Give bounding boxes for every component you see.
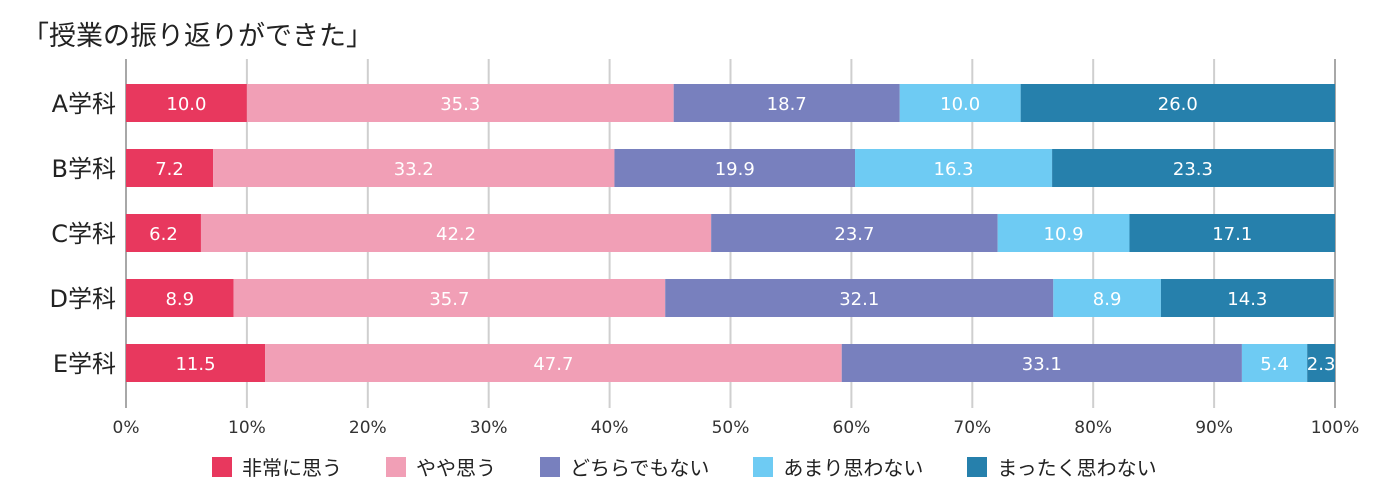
bar-segment <box>126 279 234 317</box>
data-label: 17.1 <box>1212 224 1252 245</box>
bar-segment <box>1052 149 1334 187</box>
data-label: 33.2 <box>394 159 434 180</box>
data-label: 47.7 <box>533 354 573 375</box>
bar-segment <box>997 214 1130 252</box>
category-label: A学科 <box>52 90 116 118</box>
data-label: 6.2 <box>149 224 178 245</box>
bar-segment <box>614 149 856 187</box>
legend-swatch <box>753 456 774 477</box>
bar-segment <box>711 214 998 252</box>
bar-segment <box>213 149 615 187</box>
x-tick-label: 80% <box>1074 418 1112 438</box>
legend-item: 非常に思う <box>212 452 342 481</box>
bar-segment <box>233 279 666 317</box>
bar-segment <box>1160 279 1334 317</box>
bar-segment <box>265 344 842 382</box>
bar-segment <box>126 149 214 187</box>
legend-label: どちらでもない <box>570 456 710 480</box>
bar-segment <box>1307 344 1335 382</box>
data-label: 32.1 <box>839 289 879 310</box>
data-label: 5.4 <box>1260 354 1289 375</box>
bar-segment <box>126 214 201 252</box>
bar-segment <box>200 214 712 252</box>
data-label: 23.7 <box>834 224 874 245</box>
data-label: 33.1 <box>1022 354 1062 375</box>
x-tick-label: 50% <box>712 418 750 438</box>
bar-segment <box>665 279 1054 317</box>
data-label: 14.3 <box>1227 289 1267 310</box>
category-labels: A学科 B学科 C学科 D学科 E学科 <box>50 90 116 378</box>
data-label: 42.2 <box>436 224 476 245</box>
data-label: 16.3 <box>934 159 974 180</box>
data-label: 2.3 <box>1307 354 1336 375</box>
bar-segment <box>1053 279 1161 317</box>
bar-segment <box>1020 84 1335 122</box>
bar-segment <box>899 84 1021 122</box>
x-tick-label: 100% <box>1311 418 1360 438</box>
data-label: 35.7 <box>429 289 469 310</box>
data-label: 18.7 <box>767 94 807 115</box>
x-tick-labels: 0% 10% 20% 30% 40% 50% 60% 70% 80% 90% 100% <box>113 418 1360 438</box>
data-label: 10.9 <box>1044 224 1084 245</box>
legend-item: まったく思わない <box>967 452 1157 481</box>
legend-item: やや思う <box>386 452 496 481</box>
legend-item: どちらでもない <box>540 452 709 481</box>
bar-segment <box>841 344 1242 382</box>
legend-swatch <box>212 456 232 477</box>
bar-segment <box>126 84 247 122</box>
data-label: 10.0 <box>166 94 206 115</box>
legend-swatch <box>540 456 560 477</box>
bars: 10.0 35.3 18.7 10.0 26.0 7.2 33.2 19.9 16.3 23.3 6… <box>126 84 1335 382</box>
legend: 非常に思う やや思う どちらでもない あまり思わない まったく思わない <box>212 452 1201 481</box>
bar-segment <box>855 149 1053 187</box>
legend-swatch <box>967 456 988 477</box>
bar-segment <box>246 84 674 122</box>
data-label: 11.5 <box>175 354 215 375</box>
x-tick-label: 20% <box>349 418 387 438</box>
x-tick-label: 10% <box>228 418 266 438</box>
bar-segment <box>1129 214 1335 252</box>
data-label: 10.0 <box>940 94 980 115</box>
bar-segment <box>673 84 900 122</box>
data-label: 19.9 <box>715 159 755 180</box>
legend-label: 非常に思う <box>242 456 342 480</box>
chart-title: 「授業の振り返りができた」 <box>22 21 373 52</box>
x-tick-label: 70% <box>953 418 991 438</box>
legend-label: まったく思わない <box>997 456 1157 480</box>
bar-segment <box>126 344 266 382</box>
category-label: E学科 <box>53 350 116 378</box>
x-tick-label: 30% <box>470 418 508 438</box>
legend-item: あまり思わない <box>753 452 923 481</box>
category-label: B学科 <box>52 155 116 183</box>
category-label: D学科 <box>50 285 116 313</box>
legend-label: やや思う <box>416 456 496 480</box>
data-label: 8.9 <box>165 289 194 310</box>
legend-label: あまり思わない <box>783 456 924 480</box>
x-tick-label: 90% <box>1195 418 1233 438</box>
category-label: C学科 <box>51 220 116 248</box>
x-tick-label: 60% <box>833 418 871 438</box>
bar-segment <box>1241 344 1308 382</box>
data-label: 26.0 <box>1158 94 1198 115</box>
data-label: 35.3 <box>440 94 480 115</box>
legend-swatch <box>386 456 406 477</box>
data-label: 7.2 <box>155 159 184 180</box>
x-tick-label: 40% <box>591 418 629 438</box>
data-label: 8.9 <box>1093 289 1122 310</box>
x-tick-label: 0% <box>113 418 140 438</box>
data-label: 23.3 <box>1173 159 1213 180</box>
